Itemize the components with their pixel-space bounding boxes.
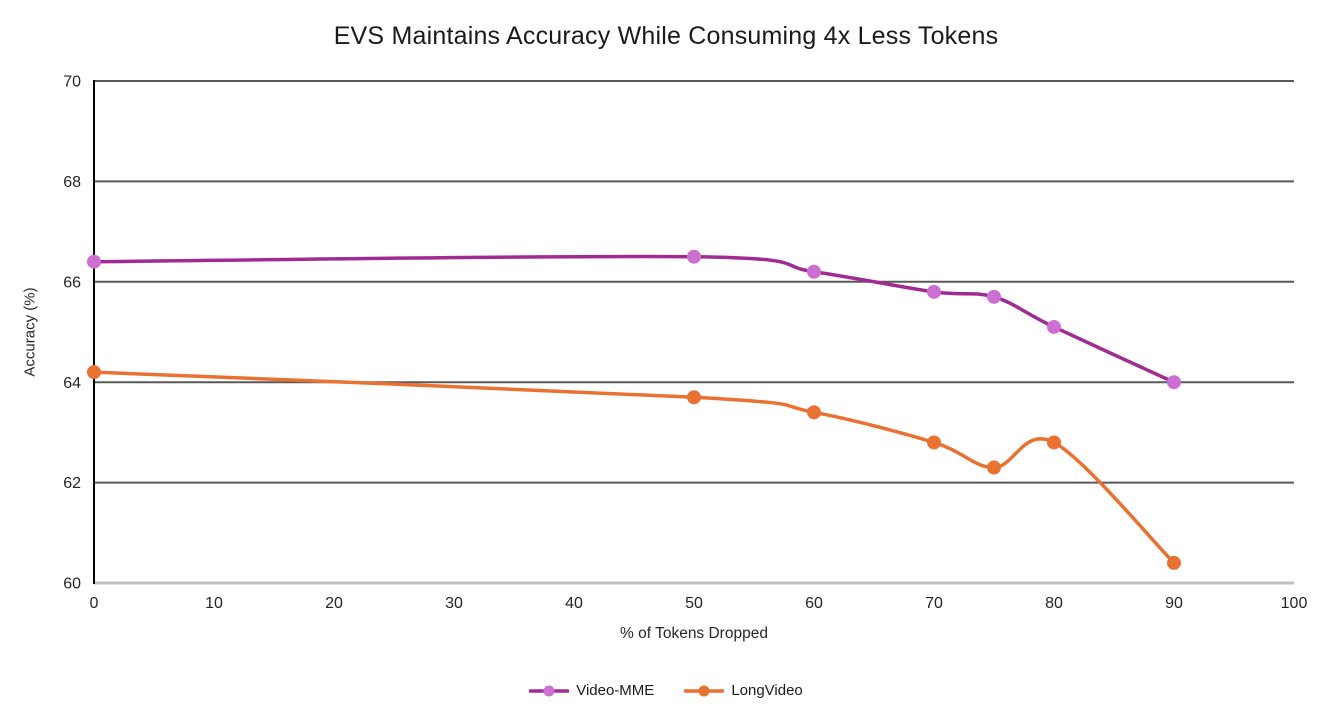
y-tick-label: 68	[63, 174, 81, 191]
data-point-longvideo	[987, 460, 1001, 475]
legend-swatch-icon	[529, 685, 570, 696]
x-tick-label: 10	[205, 595, 223, 612]
legend-marker	[698, 685, 710, 696]
data-point-longvideo	[1167, 555, 1181, 570]
y-tick-label: 62	[63, 475, 81, 492]
y-tick-label: 64	[63, 375, 81, 392]
y-tick-label: 60	[63, 576, 81, 593]
legend-item-longvideo: LongVideo	[684, 682, 803, 699]
data-point-video-mme	[1047, 319, 1061, 334]
x-tick-label: 20	[325, 595, 343, 612]
chart-title: EVS Maintains Accuracy While Consuming 4…	[333, 22, 999, 50]
data-point-video-mme	[807, 264, 821, 279]
legend-label: LongVideo	[731, 682, 803, 699]
legend: Video-MME LongVideo	[0, 682, 1332, 699]
legend-marker	[543, 685, 555, 696]
series-line-video-mme	[92, 254, 1176, 384]
x-tick-label: 40	[565, 595, 583, 612]
legend-swatch-icon	[684, 685, 725, 696]
data-point-longvideo	[1047, 435, 1061, 450]
data-point-video-mme	[87, 254, 101, 269]
data-point-longvideo	[687, 390, 701, 405]
data-point-longvideo	[87, 365, 101, 380]
data-point-video-mme	[927, 284, 941, 299]
y-tick-label: 66	[63, 274, 81, 291]
data-point-longvideo	[927, 435, 941, 450]
x-tick-label: 60	[805, 595, 823, 612]
legend-label: Video-MME	[576, 682, 655, 699]
x-tick-label: 30	[445, 595, 463, 612]
x-tick-label: 0	[90, 595, 99, 612]
data-point-video-mme	[687, 249, 701, 264]
x-tick-label: 70	[925, 595, 943, 612]
legend-item-video-mme: Video-MME	[529, 682, 654, 699]
y-tick-label: 70	[63, 74, 81, 91]
x-tick-label: 50	[685, 595, 703, 612]
data-point-longvideo	[807, 405, 821, 420]
series-line-longvideo	[92, 370, 1176, 565]
x-tick-label: 80	[1045, 595, 1063, 612]
x-axis-title: % of Tokens Dropped	[620, 625, 768, 642]
plot-area: 60 62 64 66 68 70 0 10 20 30 40 50 60 70 80 90 100	[63, 74, 1308, 612]
x-tick-label: 90	[1165, 595, 1183, 612]
data-point-video-mme	[1167, 375, 1181, 390]
data-point-video-mme	[987, 289, 1001, 304]
x-tick-label: 100	[1281, 595, 1308, 612]
